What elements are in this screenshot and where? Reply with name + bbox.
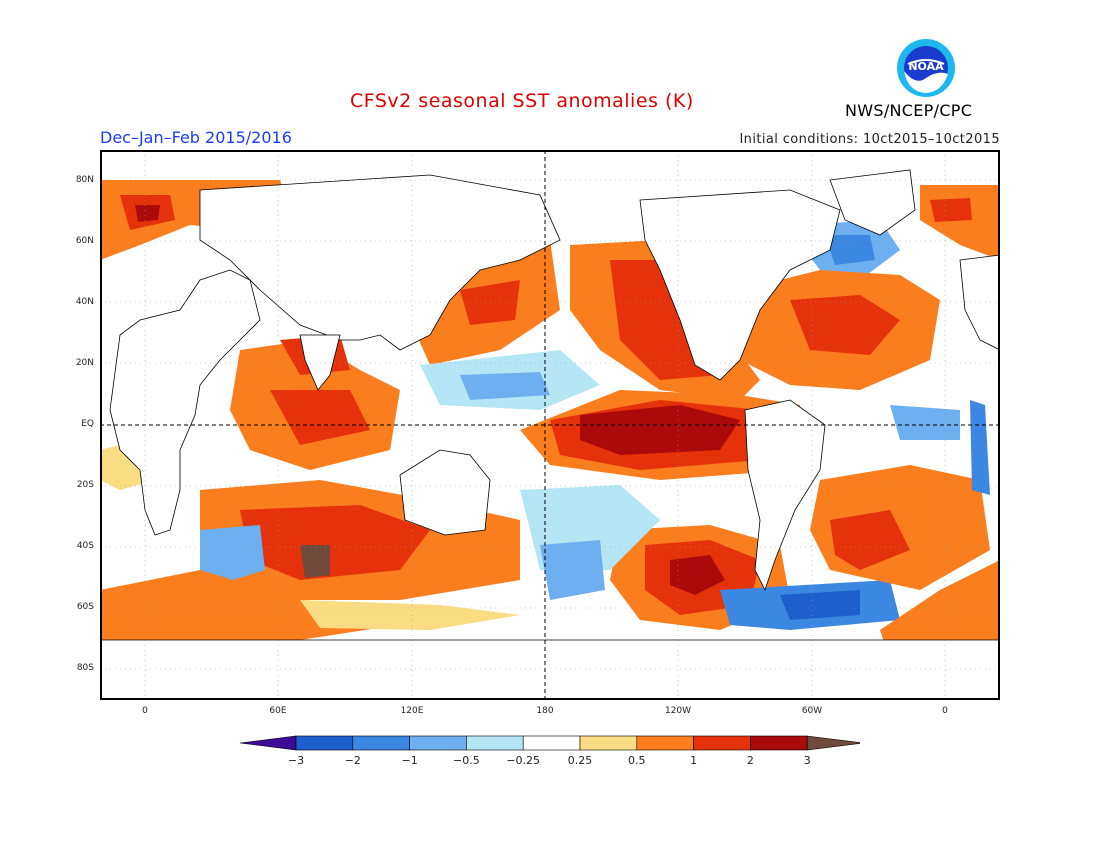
colorbar-swatch [693,735,751,751]
lat-label: 80N [75,175,94,185]
lon-label: 180 [536,706,554,716]
land-masses [100,169,1000,700]
south-america-landmass [744,399,826,592]
lat-label: 20N [75,358,94,368]
colorbar-tick-label: −3 [288,754,304,767]
colorbar-tick-label: 1 [690,754,697,767]
forecast-period: Dec–Jan–Feb 2015/2016 [100,128,292,147]
lat-label: 20S [76,480,94,490]
initial-conditions: Initial conditions: 10ct2015–10ct2015 [739,132,1000,147]
noaa-logo: NOAA [897,39,955,97]
colorbar-swatch [636,735,694,751]
lat-label: 80S [76,663,94,673]
colorbar-high-arrow [806,735,860,751]
lon-label: 0 [942,706,948,716]
colorbar-swatch [750,735,808,751]
colorbar-low-arrow [240,735,297,751]
lon-label: 120E [400,706,424,716]
lon-label: 60E [269,706,287,716]
colorbar: −3 −2 −1 −0.5 −0.25 0.25 0.5 1 2 3 [240,735,860,767]
africa-landmass [109,269,261,536]
lon-label: 60W [801,706,823,716]
map-frame [100,150,1000,700]
north-america-landmass [639,189,841,381]
lat-label: 60N [75,236,94,246]
lat-label: 60S [76,602,94,612]
lon-label: 0 [142,706,148,716]
colorbar-tick-label: 2 [747,754,754,767]
map-title: CFSv2 seasonal SST anomalies (K) [350,90,694,112]
agency-label: NWS/NCEP/CPC [845,101,973,120]
colorbar-swatch [409,735,467,751]
colorbar-swatch [579,735,638,751]
greenland-landmass [829,169,916,236]
india-landmass [299,334,341,391]
logo-lettering: NOAA [908,60,944,73]
colorbar-tick-label: 0.5 [628,754,646,767]
lat-label: 40N [75,297,94,307]
lon-label: 120W [664,706,692,716]
australia-landmass [399,449,491,536]
colorbar-tick-label: −0.5 [453,754,480,767]
colorbar-swatch [295,735,354,751]
colorbar-swatch [466,735,524,751]
colorbar-swatch [352,735,410,751]
sst-anomaly-map [100,150,1000,700]
colorbar-swatch [522,735,581,751]
graticule [100,150,1000,700]
colorbar-tick-label: 3 [804,754,811,767]
eurasia-landmass [199,174,561,351]
lat-label: EQ [81,419,94,429]
europe-landmass-east [959,254,1000,351]
lat-label: 40S [76,541,94,551]
colorbar-tick-label: −2 [345,754,361,767]
colorbar-tick-label: 0.25 [568,754,593,767]
colorbar-tick-label: −1 [401,754,417,767]
antarctica-landmass [100,639,1000,700]
colorbar-tick-label: −0.25 [506,754,540,767]
